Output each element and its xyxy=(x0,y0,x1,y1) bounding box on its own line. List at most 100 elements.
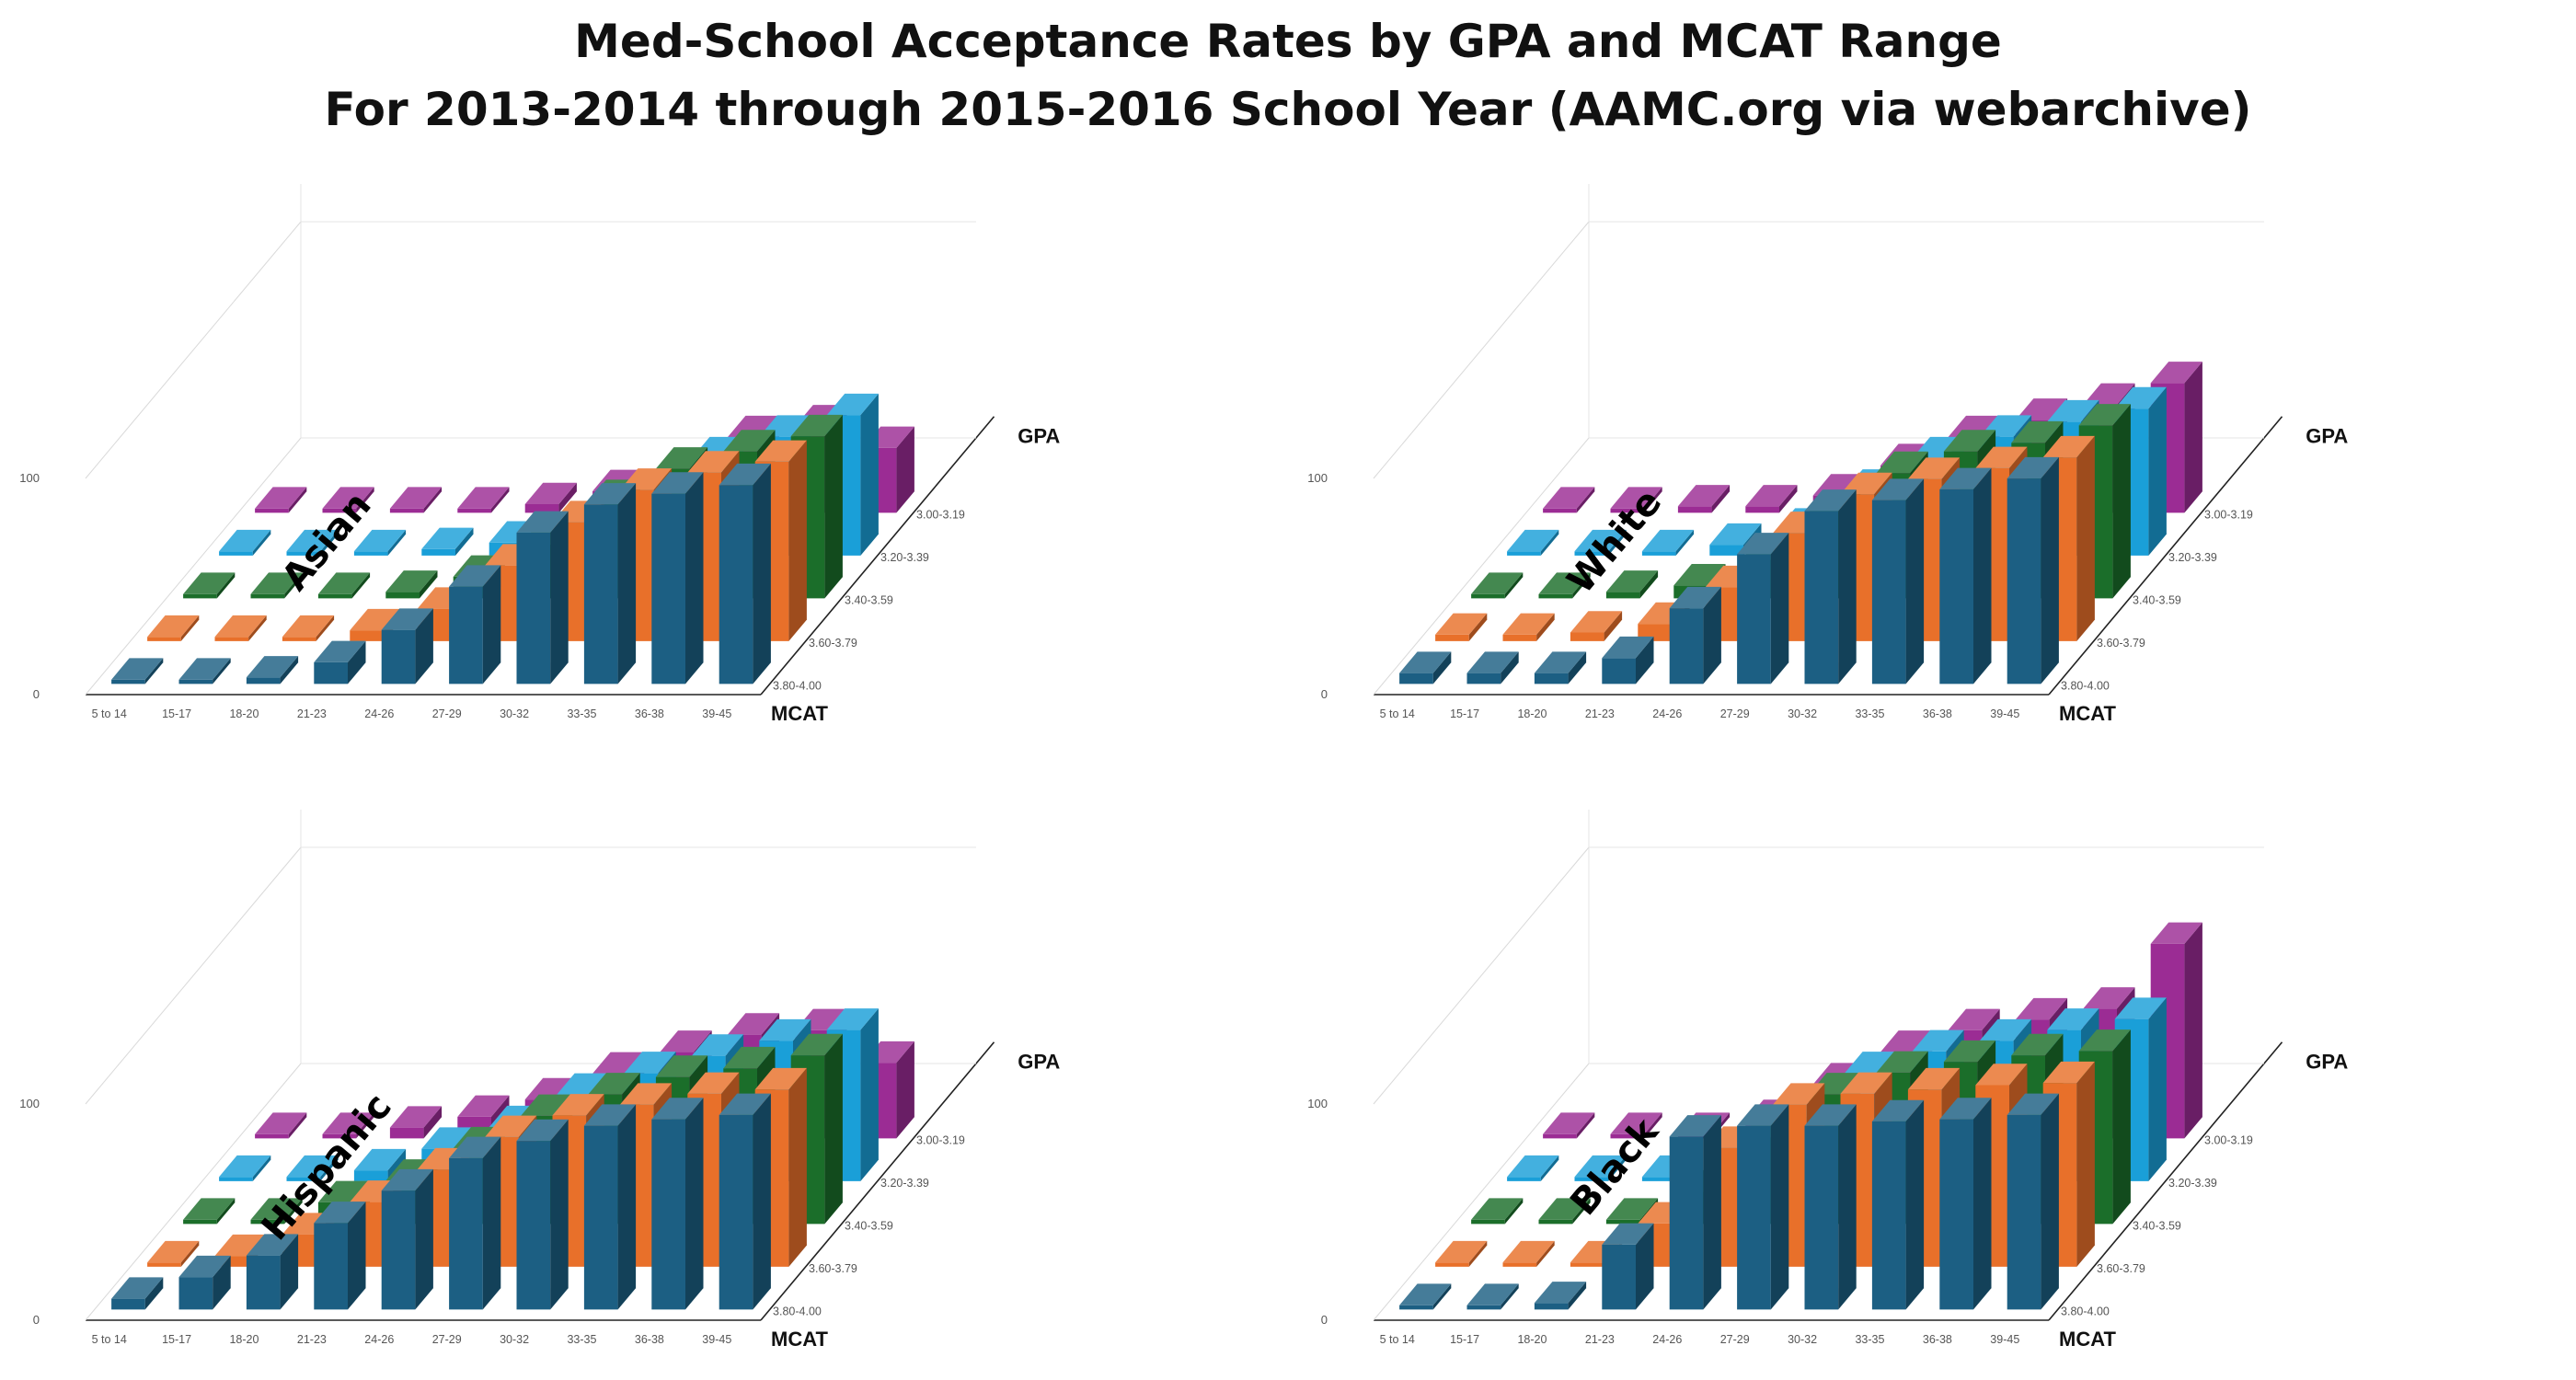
bar-white-3-00-3-19-5-to-14[interactable] xyxy=(1543,487,1595,513)
bar-asian-3-40-3-59-21-23[interactable] xyxy=(385,570,438,599)
bar-white-3-80-4-00-39-45[interactable] xyxy=(2007,456,2059,684)
bar-black-3-80-4-00-18-20[interactable] xyxy=(1534,1282,1587,1310)
bar-asian-3-20-3-39-21-23[interactable] xyxy=(421,527,474,556)
bar-asian-3-80-4-00-18-20[interactable] xyxy=(246,656,299,684)
bar-white-3-20-3-39-15-17[interactable] xyxy=(1574,529,1627,556)
bar-white-3-80-4-00-21-23[interactable] xyxy=(1602,636,1654,684)
bar-hispanic-3-80-4-00-33-35[interactable] xyxy=(583,1104,637,1310)
bar-white-3-40-3-59-18-20[interactable] xyxy=(1605,570,1659,599)
bar-top-face xyxy=(651,1098,704,1120)
mcat-tick-label: 21-23 xyxy=(297,1333,327,1346)
bar-asian-3-00-3-19-15-17[interactable] xyxy=(322,487,374,513)
bar-hispanic-3-80-4-00-24-26[interactable] xyxy=(381,1168,433,1310)
bar-hispanic-3-80-4-00-30-32[interactable] xyxy=(516,1119,569,1310)
bar-hispanic-3-00-3-19-18-20[interactable] xyxy=(389,1106,443,1139)
bar-black-3-80-4-00-5-to-14[interactable] xyxy=(1399,1283,1452,1310)
bar-top-face xyxy=(1605,570,1659,592)
bar-asian-3-80-4-00-21-23[interactable] xyxy=(314,640,366,684)
bar-hispanic-3-40-3-59-15-17[interactable] xyxy=(250,1198,303,1225)
gpa-axis-line xyxy=(2048,416,2283,696)
bar-white-3-60-3-79-18-20[interactable] xyxy=(1570,611,1623,641)
bar-hispanic-3-60-3-79-5-to-14[interactable] xyxy=(147,1240,200,1267)
bar-hispanic-3-00-3-19-15-17[interactable] xyxy=(322,1112,374,1139)
bar-white-3-80-4-00-30-32[interactable] xyxy=(1804,489,1857,684)
bar-asian-3-80-4-00-39-45[interactable] xyxy=(719,463,771,684)
bar-white-3-60-3-79-5-to-14[interactable] xyxy=(1435,613,1488,641)
bar-asian-3-20-3-39-5-to-14[interactable] xyxy=(219,529,271,556)
bar-hispanic-3-80-4-00-18-20[interactable] xyxy=(246,1234,299,1310)
bar-asian-3-80-4-00-5-to-14[interactable] xyxy=(111,658,164,684)
bar-black-3-20-3-39-5-to-14[interactable] xyxy=(1507,1155,1559,1181)
bar-hispanic-3-80-4-00-39-45[interactable] xyxy=(719,1093,771,1310)
bar-black-3-60-3-79-5-to-14[interactable] xyxy=(1435,1240,1488,1267)
bar-white-3-00-3-19-18-20[interactable] xyxy=(1677,485,1731,513)
bar-front-face xyxy=(1435,634,1469,641)
bar-top-face xyxy=(1804,489,1857,512)
bar-hispanic-3-20-3-39-15-17[interactable] xyxy=(286,1155,339,1181)
bar-white-3-20-3-39-18-20[interactable] xyxy=(1641,529,1695,556)
bar-white-3-40-3-59-15-17[interactable] xyxy=(1538,572,1591,599)
bar-hispanic-3-80-4-00-21-23[interactable] xyxy=(314,1202,366,1310)
bar-black-3-20-3-39-15-17[interactable] xyxy=(1574,1155,1627,1181)
bar-top-face xyxy=(1737,1104,1789,1126)
bar-black-3-80-4-00-30-32[interactable] xyxy=(1804,1104,1857,1310)
bar-white-3-80-4-00-5-to-14[interactable] xyxy=(1399,651,1452,684)
bar-black-3-80-4-00-24-26[interactable] xyxy=(1669,1115,1721,1310)
bar-white-3-80-4-00-36-38[interactable] xyxy=(1939,467,1992,684)
bar-black-3-60-3-79-15-17[interactable] xyxy=(1502,1240,1555,1267)
bar-hispanic-3-80-4-00-5-to-14[interactable] xyxy=(111,1277,164,1310)
bar-white-3-80-4-00-18-20[interactable] xyxy=(1534,651,1587,684)
bar-asian-3-00-3-19-21-23[interactable] xyxy=(457,487,510,513)
bar-asian-3-60-3-79-15-17[interactable] xyxy=(214,615,267,641)
bar-asian-3-00-3-19-24-26[interactable] xyxy=(524,482,577,513)
bar-black-3-80-4-00-36-38[interactable] xyxy=(1939,1098,1992,1310)
bar-front-face xyxy=(250,1219,285,1225)
bar-white-3-80-4-00-27-29[interactable] xyxy=(1737,533,1789,684)
bar-hispanic-3-80-4-00-36-38[interactable] xyxy=(651,1098,704,1310)
bar-white-3-40-3-59-5-to-14[interactable] xyxy=(1471,572,1524,599)
bar-white-3-00-3-19-15-17[interactable] xyxy=(1610,487,1662,513)
bar-asian-3-80-4-00-27-29[interactable] xyxy=(449,565,501,684)
bar-asian-3-80-4-00-24-26[interactable] xyxy=(381,608,433,684)
bar-hispanic-3-20-3-39-5-to-14[interactable] xyxy=(219,1155,271,1181)
bar-black-3-80-4-00-27-29[interactable] xyxy=(1737,1104,1789,1310)
bar-white-3-80-4-00-15-17[interactable] xyxy=(1466,651,1519,684)
bar-top-face xyxy=(255,1112,307,1134)
bar-asian-3-40-3-59-18-20[interactable] xyxy=(317,572,371,599)
bar-asian-3-80-4-00-30-32[interactable] xyxy=(516,511,569,684)
bar-asian-3-80-4-00-15-17[interactable] xyxy=(178,658,231,684)
bar-black-3-40-3-59-15-17[interactable] xyxy=(1538,1198,1591,1225)
bar-front-face xyxy=(1677,506,1712,513)
bar-white-3-80-4-00-33-35[interactable] xyxy=(1871,478,1925,684)
bar-black-3-80-4-00-15-17[interactable] xyxy=(1466,1283,1519,1310)
bar-hispanic-3-00-3-19-5-to-14[interactable] xyxy=(255,1112,307,1139)
bar-asian-3-60-3-79-5-to-14[interactable] xyxy=(147,615,200,641)
bar-black-3-80-4-00-39-45[interactable] xyxy=(2007,1093,2059,1310)
bar-asian-3-20-3-39-18-20[interactable] xyxy=(353,529,407,556)
bar-top-face xyxy=(619,1083,673,1105)
bar-black-3-80-4-00-21-23[interactable] xyxy=(1602,1223,1654,1310)
z-tick-label: 100 xyxy=(1307,471,1328,485)
bar-black-3-40-3-59-5-to-14[interactable] xyxy=(1471,1198,1524,1225)
bar-white-3-80-4-00-24-26[interactable] xyxy=(1669,586,1721,684)
bar-white-3-20-3-39-5-to-14[interactable] xyxy=(1507,529,1559,556)
bar-asian-3-20-3-39-15-17[interactable] xyxy=(286,529,339,556)
bar-black-3-00-3-19-5-to-14[interactable] xyxy=(1543,1112,1595,1139)
bar-side-face xyxy=(180,615,200,641)
bar-asian-3-80-4-00-36-38[interactable] xyxy=(651,472,704,684)
bar-asian-3-00-3-19-18-20[interactable] xyxy=(389,487,443,513)
bar-top-face xyxy=(485,1115,537,1137)
bar-top-face xyxy=(727,1013,780,1035)
bar-asian-3-60-3-79-18-20[interactable] xyxy=(282,615,335,641)
bar-hispanic-3-80-4-00-27-29[interactable] xyxy=(449,1136,501,1310)
bar-white-3-60-3-79-15-17[interactable] xyxy=(1502,613,1555,641)
bar-asian-3-80-4-00-33-35[interactable] xyxy=(583,483,637,684)
bar-asian-3-40-3-59-5-to-14[interactable] xyxy=(183,572,236,599)
bar-hispanic-3-80-4-00-15-17[interactable] xyxy=(178,1255,231,1310)
bar-hispanic-3-40-3-59-5-to-14[interactable] xyxy=(183,1198,236,1225)
bar-asian-3-40-3-59-15-17[interactable] xyxy=(250,572,303,599)
bar-black-3-80-4-00-33-35[interactable] xyxy=(1871,1099,1925,1310)
bar-black-3-00-3-19-15-17[interactable] xyxy=(1610,1112,1662,1139)
bar-asian-3-00-3-19-5-to-14[interactable] xyxy=(255,487,307,513)
bar-white-3-00-3-19-21-23[interactable] xyxy=(1745,485,1798,513)
